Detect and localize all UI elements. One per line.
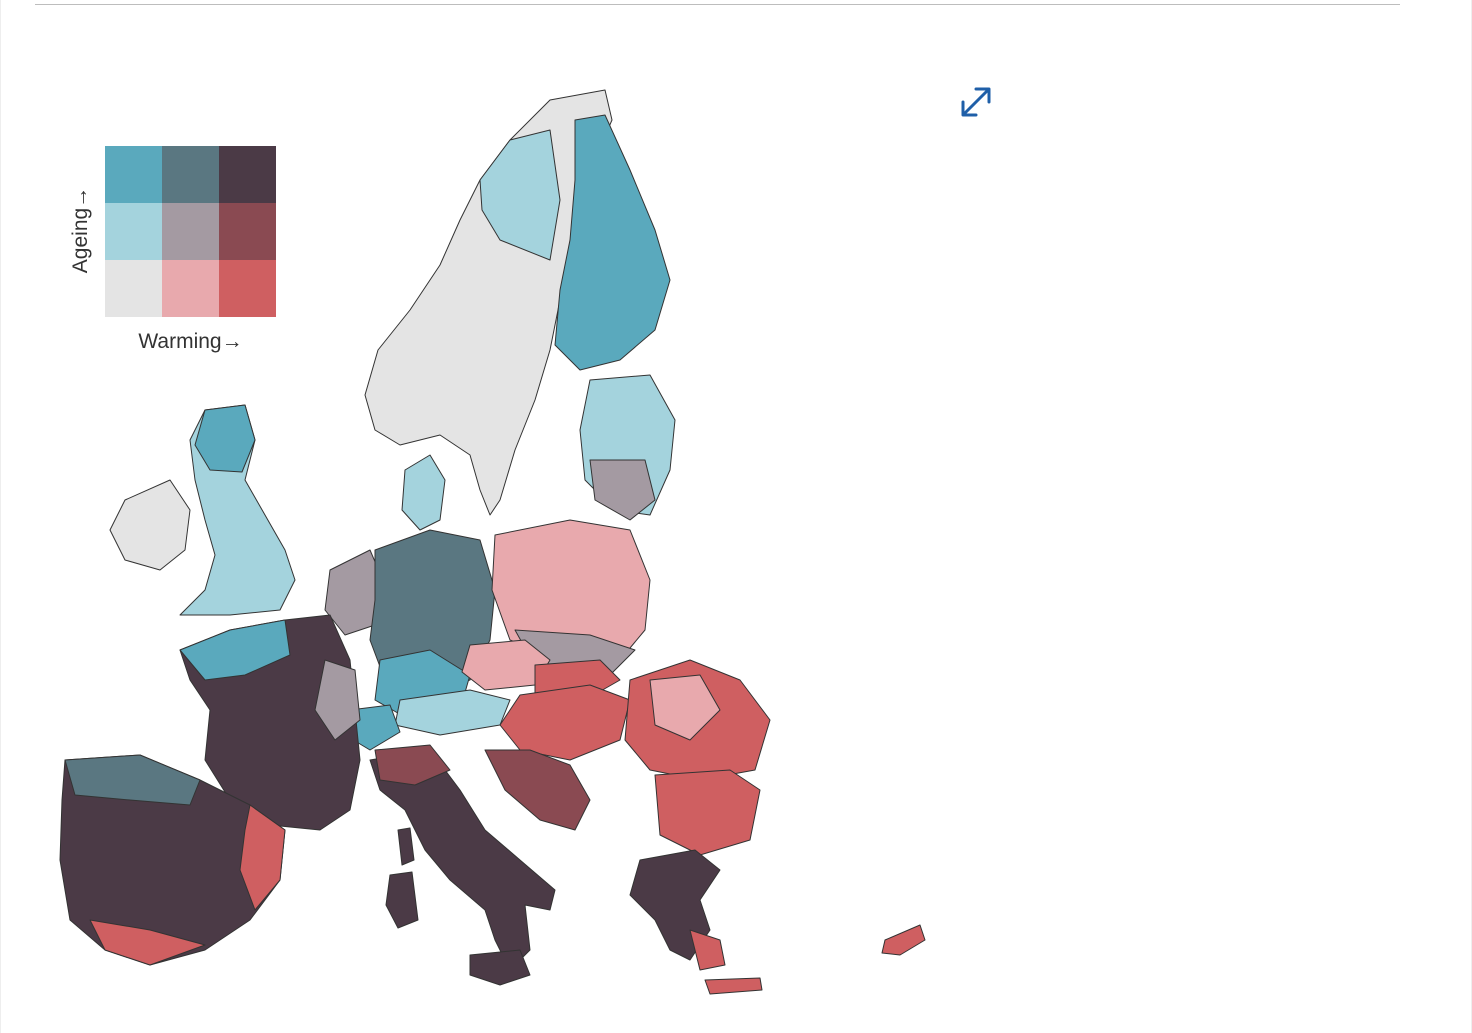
legend-cell-high-ageing-mid-warming: [162, 146, 219, 203]
top-divider: [35, 4, 1400, 5]
region-iberia-south: [89, 919, 206, 966]
region-italy-north: [374, 744, 451, 786]
legend-cell-high-ageing-high-warming: [219, 146, 276, 203]
legend-cell-mid-ageing-high-warming: [219, 203, 276, 260]
expand-arrows-icon: [961, 87, 991, 117]
legend-cell-low-ageing-mid-warming: [162, 260, 219, 317]
region-finland: [554, 114, 671, 371]
legend-cell-low-ageing-high-warming: [219, 260, 276, 317]
region-france-east: [314, 659, 361, 741]
region-north-sweden: [479, 129, 561, 261]
region-iberia-north: [64, 754, 201, 806]
legend-cell-mid-ageing-low-warming: [105, 203, 162, 260]
legend-cell-high-ageing-low-warming: [105, 146, 162, 203]
expand-button[interactable]: [958, 84, 994, 120]
region-poland: [491, 519, 651, 661]
region-iberia: [59, 754, 286, 966]
region-ireland: [109, 479, 191, 571]
legend-grid: [105, 146, 276, 317]
region-greece-coast: [689, 929, 726, 971]
region-romania-center: [649, 674, 721, 741]
legend-cell-mid-ageing-mid-warming: [162, 203, 219, 260]
region-cyprus: [881, 924, 926, 956]
region-denmark: [401, 454, 446, 531]
legend-x-label: Warming→: [138, 330, 243, 353]
region-germany: [369, 529, 496, 696]
region-scotland: [194, 404, 256, 473]
region-corsica: [397, 827, 415, 866]
europe-bivariate-map: [59, 89, 926, 995]
region-france-north: [179, 619, 291, 681]
bivariate-legend: Ageing→ Warming→: [60, 140, 290, 370]
region-iberia-east: [239, 804, 286, 911]
region-crete: [704, 977, 763, 995]
region-italy: [369, 749, 556, 971]
region-bulgaria: [654, 769, 761, 856]
region-sicily: [469, 949, 531, 986]
region-balkans: [484, 749, 591, 831]
figure: Ageing→ Warming→: [30, 60, 930, 1020]
legend-y-label: Ageing→: [69, 186, 92, 274]
region-hungary: [499, 684, 631, 761]
region-lithuania: [589, 459, 656, 521]
legend-cell-low-ageing-low-warming: [105, 260, 162, 317]
region-sardinia: [385, 871, 419, 929]
